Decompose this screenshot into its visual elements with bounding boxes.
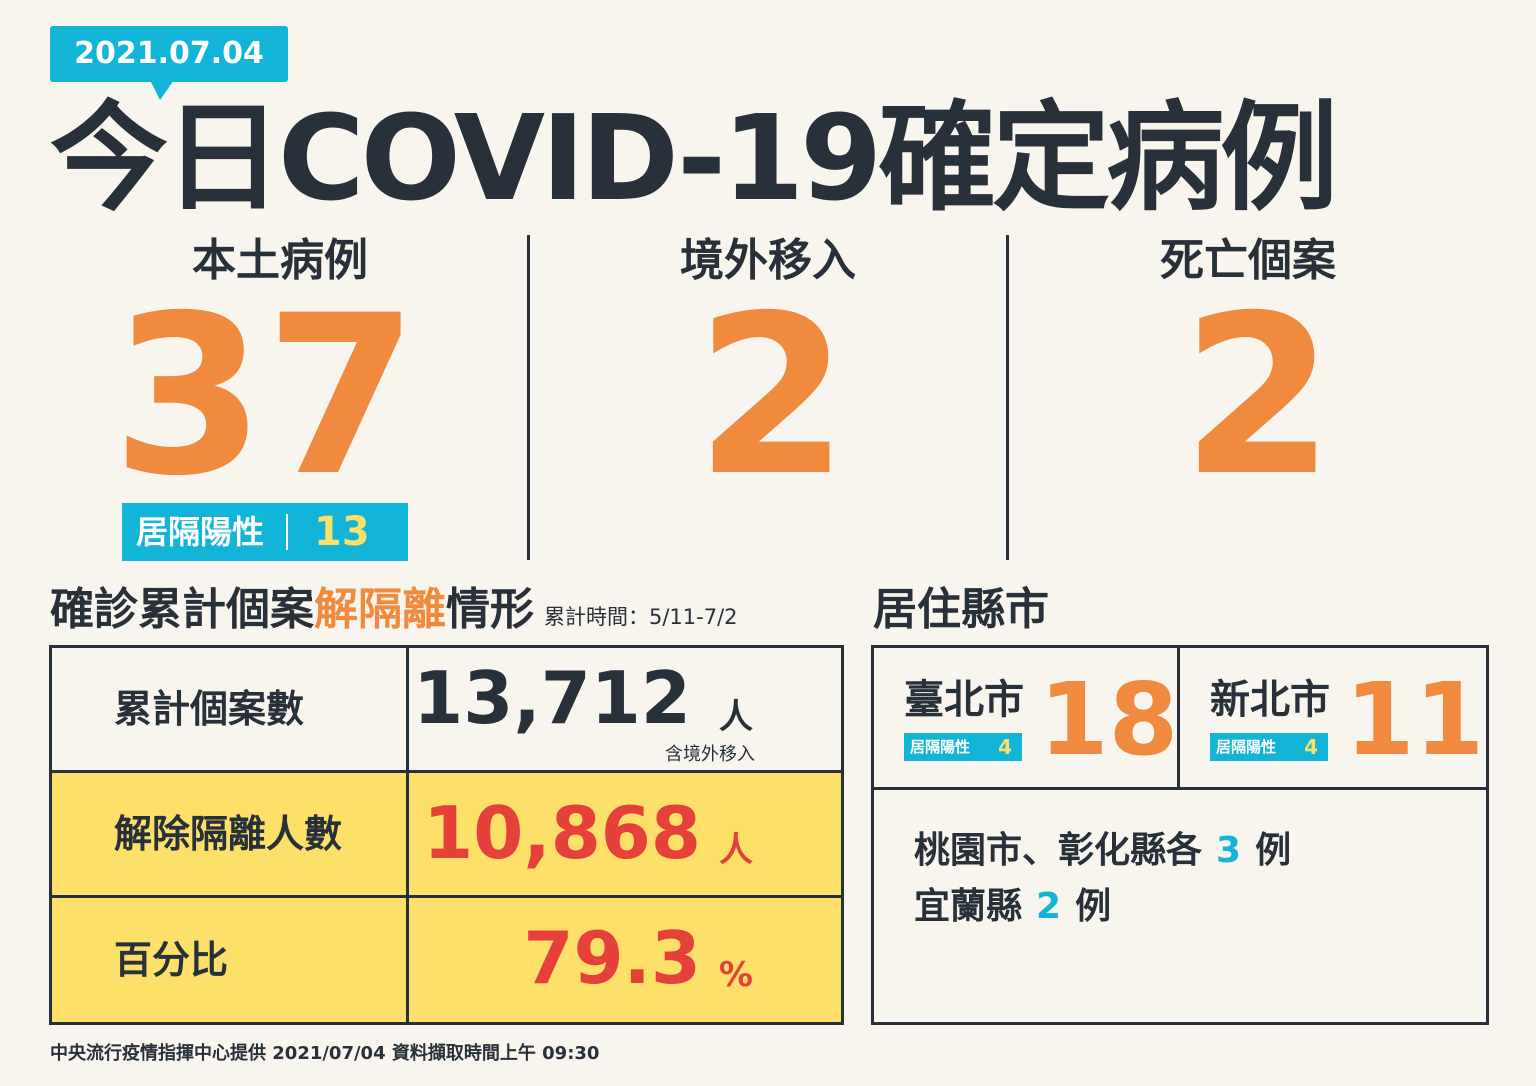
date-badge-tail — [150, 80, 174, 100]
title-part: 確診累計個案 — [50, 584, 314, 635]
city-taipei: 臺北市 居隔陽性 4 18 — [874, 648, 1180, 790]
row-label: 累計個案數 — [52, 648, 409, 770]
row-note: 含境外移入 — [665, 744, 755, 765]
imported-cases-label: 境外移入 — [680, 235, 856, 286]
deaths-value: 2 — [1181, 268, 1335, 524]
other-city-line: 桃園市、彰化縣各 3 例 — [914, 823, 1291, 879]
residence-section-title: 居住縣市 — [873, 584, 1049, 635]
period-label: 累計時間：5/11-7/2 — [544, 605, 738, 629]
quarantine-value: 13 — [314, 509, 370, 555]
row-value: 79.3 — [523, 916, 701, 1000]
other-city-line: 宜蘭縣 2 例 — [914, 879, 1291, 935]
quarantine-badge: 居隔陽性 4 — [904, 733, 1022, 761]
quarantine-value: 4 — [998, 735, 1012, 759]
city-count: 2 — [1036, 886, 1062, 927]
recovery-table: 累計個案數 13,712 人含境外移入 解除隔離人數 10,868 人 百分比 79… — [49, 645, 844, 1025]
table-row: 解除隔離人數 10,868 人 — [52, 773, 841, 898]
city-names: 宜蘭縣 — [914, 886, 1023, 927]
title-highlight: 解隔離 — [314, 584, 446, 635]
quarantine-badge: 居隔陽性 4 — [1210, 733, 1328, 761]
city-count: 3 — [1216, 830, 1242, 871]
date-badge: 2021.07.04 — [50, 26, 288, 82]
row-unit: 人 — [719, 830, 753, 870]
deaths-label: 死亡個案 — [1160, 235, 1336, 286]
title-part: 情形 — [446, 584, 534, 635]
row-label: 解除隔離人數 — [52, 773, 409, 895]
divider — [527, 235, 530, 560]
local-cases-label: 本土病例 — [192, 235, 368, 286]
city-new-taipei: 新北市 居隔陽性 4 11 — [1180, 648, 1486, 790]
footer-source: 中央流行疫情指揮中心提供 2021/07/04 資料擷取時間上午 09:30 — [50, 1043, 600, 1064]
city-names: 桃園市、彰化縣各 — [914, 830, 1203, 871]
quarantine-label: 居隔陽性 — [910, 738, 971, 756]
quarantine-positive-badge: 居隔陽性 13 — [122, 503, 408, 561]
recovery-section-title: 確診累計個案解隔離情形 累計時間：5/11-7/2 — [50, 582, 738, 645]
row-label: 百分比 — [52, 898, 409, 1022]
page-title: 今日COVID-19確定病例 — [50, 89, 1338, 227]
city-count: 18 — [1039, 661, 1179, 778]
quarantine-label: 居隔陽性 — [1216, 738, 1277, 756]
table-row: 百分比 79.3% — [52, 898, 841, 1022]
table-row: 累計個案數 13,712 人含境外移入 — [52, 648, 841, 773]
row-value: 13,712 — [413, 656, 691, 740]
residence-box: 臺北市 居隔陽性 4 18 新北市 居隔陽性 4 11 桃園市、彰化縣各 3 例 宜蘭縣… — [871, 645, 1489, 1025]
imported-cases-value: 2 — [695, 268, 849, 524]
separator — [286, 514, 289, 550]
city-count: 11 — [1345, 661, 1485, 778]
local-cases-value: 37 — [111, 268, 419, 524]
row-unit: % — [718, 955, 753, 995]
quarantine-label: 居隔陽性 — [136, 513, 265, 551]
quarantine-value: 4 — [1304, 735, 1318, 759]
city-name: 臺北市 — [904, 677, 1024, 723]
row-value: 10,868 — [423, 791, 701, 875]
divider — [1006, 235, 1009, 560]
suffix: 例 — [1075, 886, 1112, 927]
city-name: 新北市 — [1210, 677, 1330, 723]
row-unit: 人 — [719, 697, 753, 737]
suffix: 例 — [1255, 830, 1292, 871]
other-cities: 桃園市、彰化縣各 3 例 宜蘭縣 2 例 — [914, 823, 1291, 935]
